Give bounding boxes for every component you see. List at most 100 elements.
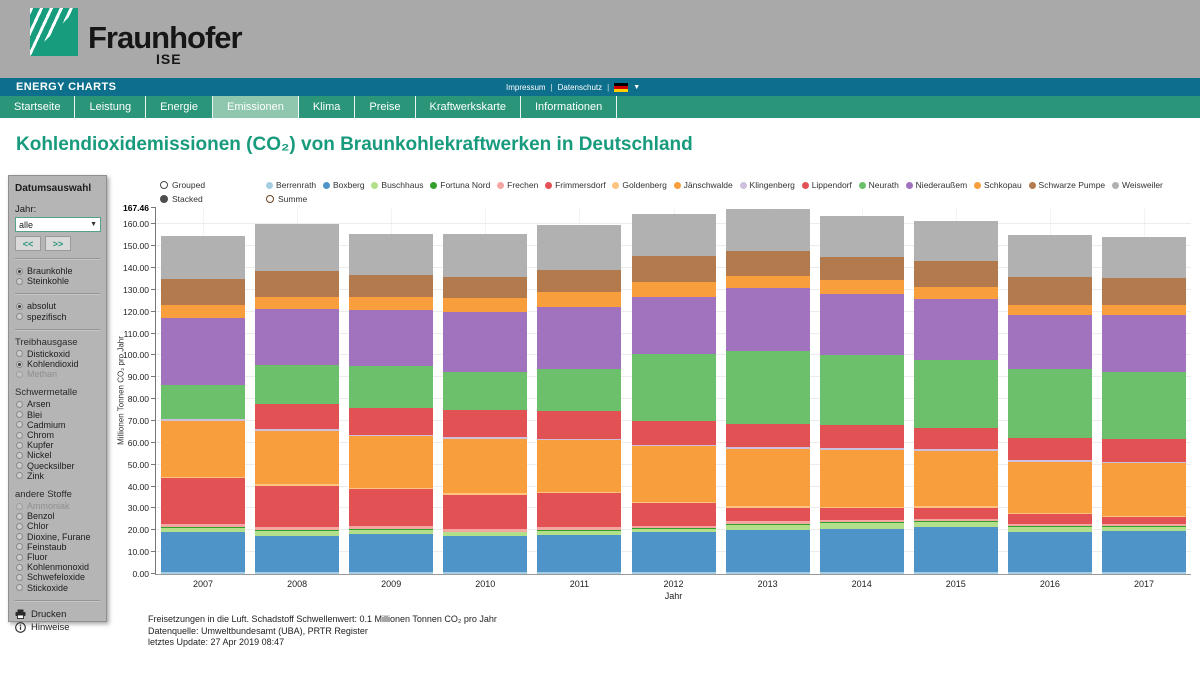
bar-segment-schwarze-pumpe-2012[interactable] [631,255,716,283]
legend-item-schwarze-pumpe[interactable]: Schwarze Pumpe [1028,180,1105,190]
mode-grouped-radio[interactable]: Grouped [160,180,205,190]
bar-segment-frimmersdorf-2015[interactable] [913,507,998,519]
bar-segment-janschwalde-2015[interactable] [913,450,998,507]
bar-segment-fortuna-nord-2008[interactable] [255,529,340,531]
bar-segment-neurath-2013[interactable] [725,350,810,425]
bar-segment-berrenrath-2010[interactable] [443,572,528,574]
bar-segment-niederaussem-2015[interactable] [913,298,998,360]
bar-segment-weisweiler-2013[interactable] [725,208,810,251]
bar-segment-schkopau-2016[interactable] [1007,304,1092,315]
bar-segment-goldenberg-2017[interactable] [1102,515,1186,518]
radio-schwefeloxide[interactable]: Schwefeloxide [15,572,100,582]
year-select[interactable]: alle ▼ [15,217,101,232]
bar-segment-fortuna-nord-2014[interactable] [819,522,904,524]
bar-segment-frechen-2007[interactable] [161,523,245,528]
bar-segment-fortuna-nord-2011[interactable] [537,530,622,531]
bar-segment-schwarze-pumpe-2015[interactable] [913,260,998,287]
bar-segment-schwarze-pumpe-2010[interactable] [443,277,528,299]
bar-segment-buschhaus-2010[interactable] [443,532,528,536]
bar-segment-frechen-2009[interactable] [349,526,434,530]
bar-segment-frimmersdorf-2008[interactable] [255,486,340,528]
bar-segment-frimmersdorf-2017[interactable] [1102,517,1186,524]
bar-segment-neurath-2011[interactable] [537,369,622,411]
bar-segment-lippendorf-2012[interactable] [631,420,716,445]
tab-klima[interactable]: Klima [299,96,356,118]
bar-segment-frechen-2013[interactable] [725,521,810,524]
bar-segment-berrenrath-2013[interactable] [725,572,810,574]
tab-leistung[interactable]: Leistung [75,96,147,118]
legend-item-boxberg[interactable]: Boxberg [322,180,365,190]
bar-segment-boxberg-2011[interactable] [537,534,622,573]
bar-segment-frimmersdorf-2016[interactable] [1007,514,1092,524]
radio-kohlendioxid[interactable]: Kohlendioxid [15,359,100,369]
bar-segment-lippendorf-2014[interactable] [819,425,904,448]
impressum-link[interactable]: Impressum [506,82,546,92]
bar-segment-neurath-2016[interactable] [1007,369,1092,439]
radio-cadmium[interactable]: Cadmium [15,420,100,430]
bar-segment-buschhaus-2007[interactable] [161,527,245,533]
bar-segment-klingenberg-2013[interactable] [725,447,810,449]
bar-segment-schwarze-pumpe-2014[interactable] [819,256,904,281]
radio-spezifisch[interactable]: spezifisch [15,312,100,322]
bar-segment-buschhaus-2009[interactable] [349,529,434,535]
radio-dioxine-furane[interactable]: Dioxine, Furane [15,532,100,542]
bar-segment-niederaussem-2013[interactable] [725,288,810,351]
bar-segment-berrenrath-2017[interactable] [1102,572,1186,574]
tab-preise[interactable]: Preise [355,96,416,118]
bar-segment-schkopau-2013[interactable] [725,275,810,288]
radio-distickoxid[interactable]: Distickoxid [15,349,100,359]
bar-segment-lippendorf-2017[interactable] [1102,439,1186,462]
legend-item-schkopau[interactable]: Schkopau [973,180,1022,190]
bar-segment-goldenberg-2012[interactable] [631,501,716,504]
radio-fluor[interactable]: Fluor [15,552,100,562]
legend-item-janschwalde[interactable]: Jänschwalde [673,180,733,190]
bar-segment-neurath-2010[interactable] [443,371,528,411]
bar-segment-frimmersdorf-2012[interactable] [631,503,716,526]
bar-segment-neurath-2009[interactable] [349,366,434,408]
bar-segment-schkopau-2008[interactable] [255,296,340,310]
bar-segment-neurath-2007[interactable] [161,384,245,420]
radio-chrom[interactable]: Chrom [15,430,100,440]
bar-segment-klingenberg-2012[interactable] [631,444,716,446]
bar-segment-buschhaus-2012[interactable] [631,528,716,533]
radio-quecksilber[interactable]: Quecksilber [15,461,100,471]
tab-startseite[interactable]: Startseite [0,96,76,118]
bar-segment-niederaussem-2011[interactable] [537,307,622,370]
bar-segment-berrenrath-2012[interactable] [631,572,716,574]
bar-segment-frechen-2016[interactable] [1007,523,1092,527]
bar-segment-goldenberg-2008[interactable] [255,484,340,487]
bar-segment-schwarze-pumpe-2017[interactable] [1102,278,1186,306]
bar-segment-niederaussem-2009[interactable] [349,309,434,367]
bar-segment-janschwalde-2010[interactable] [443,438,528,493]
bar-segment-berrenrath-2007[interactable] [161,571,245,574]
bar-segment-janschwalde-2011[interactable] [537,440,622,492]
bar-segment-niederaussem-2010[interactable] [443,312,528,372]
bar-segment-lippendorf-2010[interactable] [443,410,528,438]
bar-segment-janschwalde-2016[interactable] [1007,461,1092,514]
bar-segment-weisweiler-2015[interactable] [913,220,998,261]
bar-segment-neurath-2014[interactable] [819,355,904,426]
bar-segment-frimmersdorf-2011[interactable] [537,493,622,528]
bar-segment-boxberg-2014[interactable] [819,528,904,573]
bar-segment-boxberg-2016[interactable] [1007,531,1092,573]
bar-segment-goldenberg-2010[interactable] [443,492,528,495]
radio-kupfer[interactable]: Kupfer [15,440,100,450]
bar-segment-klingenberg-2017[interactable] [1102,461,1186,464]
bar-segment-schkopau-2011[interactable] [537,291,622,308]
bar-segment-fortuna-nord-2007[interactable] [161,527,245,528]
bar-segment-berrenrath-2016[interactable] [1007,572,1092,574]
bar-segment-buschhaus-2016[interactable] [1007,527,1092,532]
bar-segment-fortuna-nord-2013[interactable] [725,523,810,525]
bar-segment-janschwalde-2014[interactable] [819,449,904,508]
radio-chlor[interactable]: Chlor [15,521,100,531]
legend-item-weisweiler[interactable]: Weisweiler [1111,180,1163,190]
bar-segment-boxberg-2013[interactable] [725,529,810,573]
bar-segment-niederaussem-2012[interactable] [631,296,716,355]
bar-segment-schwarze-pumpe-2008[interactable] [255,270,340,297]
bar-segment-lippendorf-2013[interactable] [725,424,810,448]
bar-segment-lippendorf-2009[interactable] [349,407,434,435]
bar-segment-frimmersdorf-2007[interactable] [161,478,245,524]
bar-segment-klingenberg-2008[interactable] [255,428,340,431]
bar-segment-schwarze-pumpe-2009[interactable] [349,275,434,297]
bar-segment-klingenberg-2011[interactable] [537,438,622,441]
